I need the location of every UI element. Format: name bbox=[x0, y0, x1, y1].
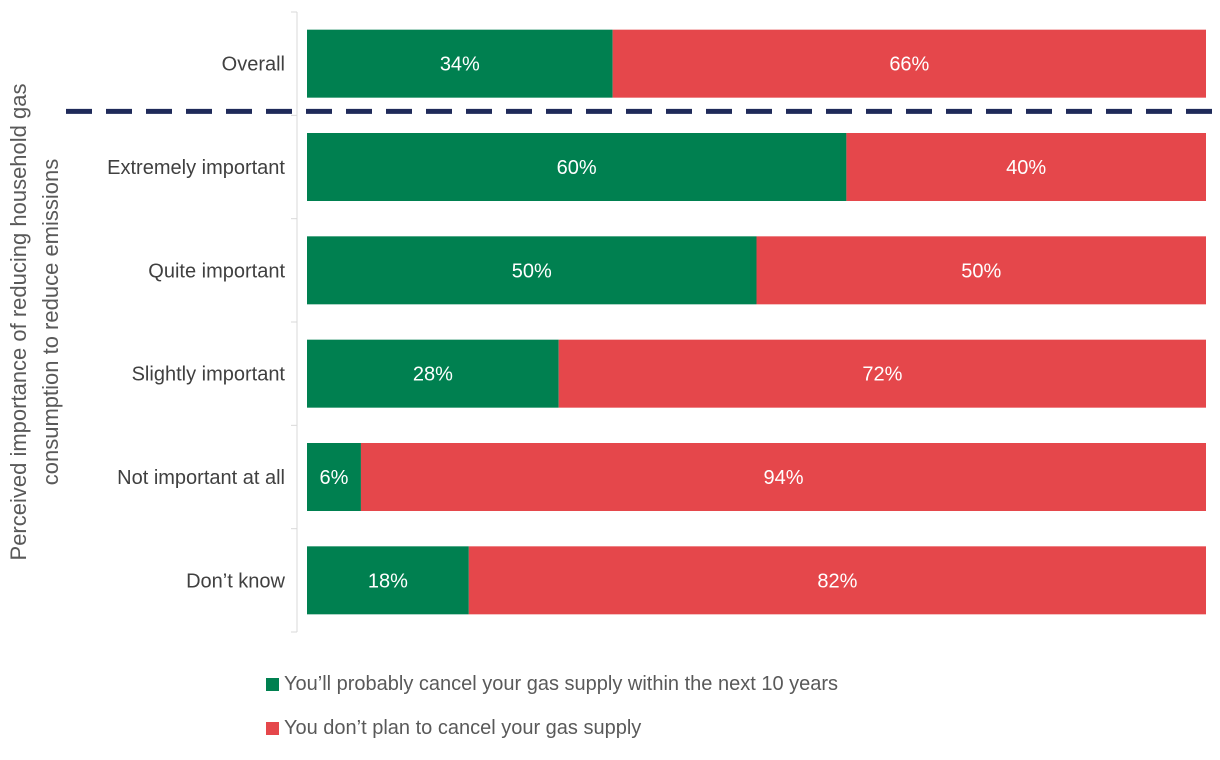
category-label-don-t-know: Don’t know bbox=[186, 570, 285, 592]
data-label: 34% bbox=[440, 54, 480, 76]
chart: 34% 66% Overall 60% 40% Extremely important 50… bbox=[6, 11, 1220, 738]
bar-no-cancel-quite-important bbox=[756, 236, 1206, 305]
bar-cancel-overall bbox=[307, 29, 613, 98]
legend-item-no-cancel: You don’t plan to cancel your gas supply bbox=[266, 716, 838, 740]
bar-no-cancel-not-important-at-all bbox=[360, 443, 1206, 511]
category-label-overall: Overall bbox=[222, 54, 285, 76]
bar-no-cancel-slightly-important bbox=[558, 339, 1206, 408]
data-label: 40% bbox=[1006, 157, 1046, 179]
data-label: 6% bbox=[320, 467, 349, 489]
bar-cancel-extremely-important bbox=[307, 133, 847, 201]
data-label: 50% bbox=[512, 260, 552, 282]
legend-swatch-cancel bbox=[266, 677, 279, 691]
bar-cancel-slightly-important bbox=[307, 339, 559, 408]
data-label: 60% bbox=[557, 157, 597, 179]
y-axis-title-line-2: consumption to reduce emissions bbox=[38, 159, 63, 486]
bar-no-cancel-overall bbox=[612, 29, 1206, 98]
data-label: 66% bbox=[889, 54, 929, 76]
category-label-quite-important: Quite important bbox=[148, 260, 285, 282]
bar-no-cancel-don-t-know bbox=[468, 546, 1206, 615]
chart-plot: 34% 66% Overall 60% 40% Extremely important 50… bbox=[6, 11, 1220, 633]
data-label: 82% bbox=[817, 570, 857, 592]
data-label: 94% bbox=[763, 467, 803, 489]
data-label: 28% bbox=[413, 364, 453, 386]
legend-label-cancel: You’ll probably cancel your gas supply w… bbox=[284, 673, 839, 695]
bar-cancel-don-t-know bbox=[307, 546, 469, 615]
category-label-not-important-at-all: Not important at all bbox=[117, 467, 285, 489]
legend-item-cancel: You’ll probably cancel your gas supply w… bbox=[266, 672, 838, 696]
data-label: 72% bbox=[862, 364, 902, 386]
bar-cancel-quite-important bbox=[307, 236, 757, 305]
legend-swatch-no-cancel bbox=[266, 721, 279, 735]
data-label: 50% bbox=[961, 260, 1001, 282]
data-label: 18% bbox=[368, 570, 408, 592]
legend: You’ll probably cancel your gas supply w… bbox=[266, 672, 838, 760]
category-label-slightly-important: Slightly important bbox=[132, 364, 286, 386]
bar-cancel-not-important-at-all bbox=[307, 443, 361, 511]
y-axis-title-line-1: Perceived importance of reducing househo… bbox=[6, 84, 31, 561]
legend-label-no-cancel: You don’t plan to cancel your gas supply bbox=[284, 717, 642, 739]
bar-no-cancel-extremely-important bbox=[846, 133, 1206, 201]
category-label-extremely-important: Extremely important bbox=[107, 157, 285, 179]
